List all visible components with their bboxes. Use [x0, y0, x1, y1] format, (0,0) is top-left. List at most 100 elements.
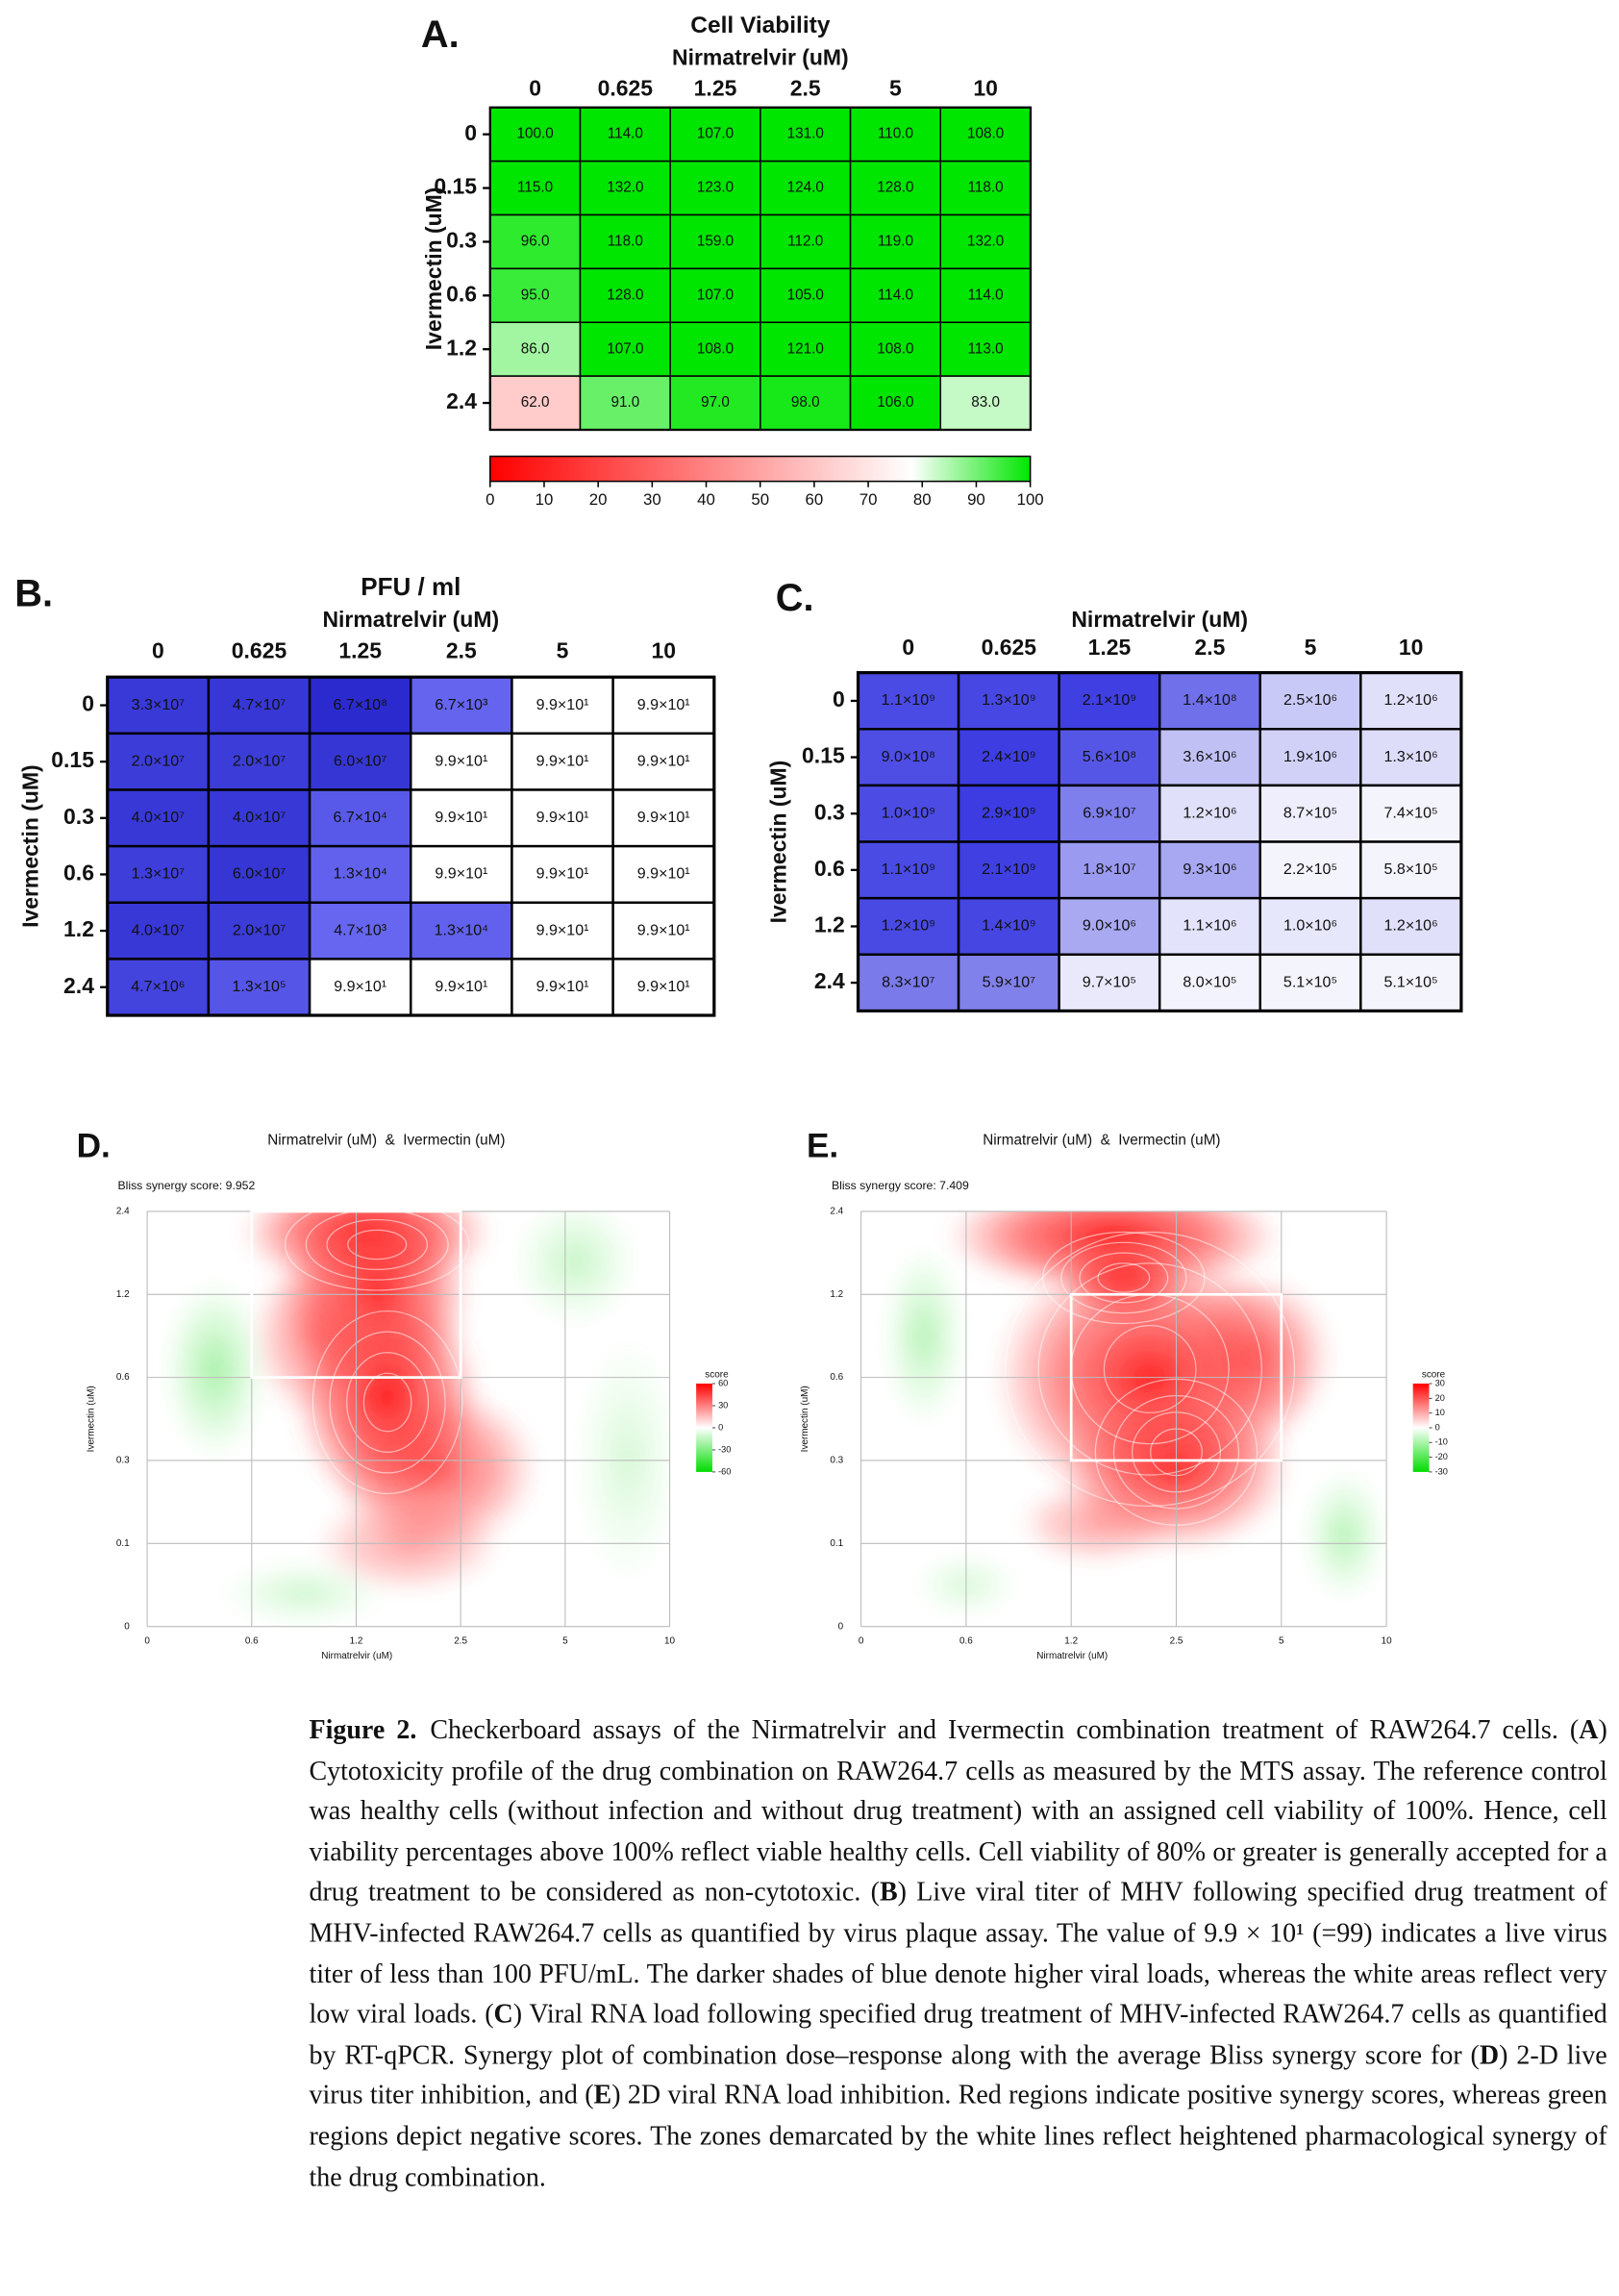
heatmap-cell — [1058, 953, 1161, 1012]
plot-title: Nirmatrelvir (uM) & Ivermectin (uM) — [267, 1133, 505, 1149]
cell-value: 132.0 — [967, 233, 1004, 249]
contour-line — [1060, 1241, 1187, 1314]
synergy-surface — [882, 1210, 1387, 1619]
row-header: 1.2 — [814, 912, 845, 937]
row-header: 0.15 — [434, 174, 477, 199]
legend-tick-label: 0 — [718, 1422, 723, 1432]
cell-value: 4.0×10⁷ — [233, 809, 286, 826]
row-header: 0.15 — [802, 743, 845, 768]
caption-text: Checkerboard assays of the Nirmatrelvir … — [430, 1714, 1580, 1745]
caption-panel-ref: A — [1579, 1714, 1599, 1745]
cell-value: 9.9×10¹ — [637, 921, 690, 938]
cell-value: 5.8×10⁵ — [1383, 861, 1437, 878]
synergy-score: Bliss synergy score: 7.409 — [832, 1179, 969, 1192]
x-axis-title: Nirmatrelvir (uM) — [672, 44, 849, 69]
y-tick-label: 1.2 — [116, 1289, 130, 1300]
synergy-score: Bliss synergy score: 9.952 — [117, 1179, 255, 1192]
cell-value: 1.4×10⁸ — [1183, 691, 1236, 709]
cell-value: 128.0 — [607, 287, 643, 303]
synergy-zone — [1069, 1292, 1283, 1462]
colorbar-tick-label: 60 — [806, 490, 824, 509]
cell-value: 86.0 — [521, 340, 550, 357]
y-tick-label: 1.2 — [830, 1289, 843, 1300]
cell-value: 2.1×10⁹ — [1083, 691, 1136, 709]
figure-panels: A. Cell Viability Nirmatrelvir (uM) Ivermec… — [14, 12, 1463, 1661]
heatmap-cell — [957, 840, 1060, 900]
heatmap-cell — [1158, 953, 1261, 1012]
legend-title: score — [705, 1369, 729, 1380]
heatmap-cell — [207, 675, 311, 736]
cell-value: 2.9×10⁹ — [982, 804, 1035, 821]
cell-value: 9.9×10¹ — [334, 978, 386, 995]
cell-value: 132.0 — [607, 180, 643, 196]
cell-value: 106.0 — [877, 394, 913, 411]
panel-label: E. — [807, 1127, 838, 1164]
caption-label: Figure 2. — [309, 1714, 417, 1745]
contour-line — [362, 1372, 412, 1433]
contour-line — [311, 1310, 463, 1495]
heatmap-cell — [410, 844, 513, 904]
row-header: 0 — [833, 686, 845, 711]
cell-value: 2.5×10⁶ — [1283, 691, 1337, 709]
x-tick-label: 10 — [664, 1636, 676, 1647]
cell-value: 4.0×10⁷ — [132, 921, 186, 938]
heatmap-cell — [957, 784, 1060, 843]
heatmap-cell — [1258, 784, 1362, 843]
y-axis-title: Ivermectin (uM) — [87, 1385, 97, 1452]
cell-value: 1.0×10⁶ — [1283, 917, 1337, 935]
row-header: 2.4 — [63, 973, 94, 998]
cell-value: 131.0 — [787, 126, 824, 142]
cell-value: 7.4×10⁵ — [1383, 804, 1437, 821]
legend-title: score — [1422, 1369, 1446, 1380]
colorbar-tick-label: 40 — [697, 490, 715, 509]
colorbar-tick-label: 20 — [589, 490, 608, 509]
cell-value: 1.3×10⁶ — [1384, 748, 1438, 765]
cell-value: 9.0×10⁸ — [882, 748, 935, 765]
heatmap-cell — [1258, 953, 1362, 1012]
legend-tick-label: 30 — [718, 1400, 728, 1410]
heatmap-cell — [1158, 671, 1261, 731]
legend-tick-label: 10 — [1435, 1408, 1445, 1417]
heatmap-cell — [669, 375, 761, 431]
cell-value: 1.2×10⁶ — [1384, 691, 1438, 709]
cell-value: 107.0 — [607, 340, 643, 357]
x-tick-label: 0.6 — [245, 1636, 259, 1647]
heatmap-cell — [939, 375, 1032, 431]
cell-value: 114.0 — [608, 126, 643, 142]
heatmap-cell — [579, 160, 671, 216]
synergy-zone — [250, 1210, 462, 1380]
cell-value: 2.2×10⁵ — [1283, 861, 1337, 878]
x-tick-label: 10 — [1382, 1636, 1393, 1647]
row-header: 0.15 — [51, 747, 94, 772]
heatmap-cell — [511, 675, 614, 736]
cell-value: 6.7×10⁴ — [333, 809, 387, 826]
cell-value: 2.0×10⁷ — [233, 752, 286, 769]
heatmap-cell — [579, 375, 671, 431]
y-tick-label: 0.6 — [830, 1372, 843, 1383]
cell-value: 118.0 — [968, 180, 1004, 196]
heatmap-frame — [106, 675, 716, 1017]
figure-caption: Figure 2. Checkerboard assays of the Nirm… — [309, 1710, 1607, 2198]
column-header: 1.25 — [1088, 635, 1132, 660]
cell-value: 83.0 — [971, 394, 1000, 411]
row-header: 2.4 — [446, 388, 477, 413]
row-header: 0.6 — [814, 856, 845, 881]
heatmap-cell — [760, 321, 852, 377]
cell-value: 110.0 — [878, 126, 913, 142]
y-tick-label: 0.1 — [116, 1538, 130, 1549]
cell-value: 9.9×10¹ — [435, 809, 487, 826]
cell-value: 9.9×10¹ — [536, 865, 589, 883]
cell-value: 9.9×10¹ — [435, 752, 487, 769]
contour-line — [1097, 1262, 1151, 1293]
cell-value: 62.0 — [521, 394, 550, 411]
heatmap-cell — [857, 671, 960, 731]
column-header: 0 — [529, 75, 541, 100]
cell-value: 9.9×10¹ — [536, 752, 589, 769]
cell-value: 1.3×10⁴ — [333, 865, 387, 883]
panel-label: A. — [421, 13, 460, 56]
green-region — [882, 1244, 966, 1428]
cell-value: 112.0 — [787, 233, 823, 249]
heatmap-cell — [939, 267, 1032, 324]
colorbar-tick-label: 70 — [859, 490, 878, 509]
